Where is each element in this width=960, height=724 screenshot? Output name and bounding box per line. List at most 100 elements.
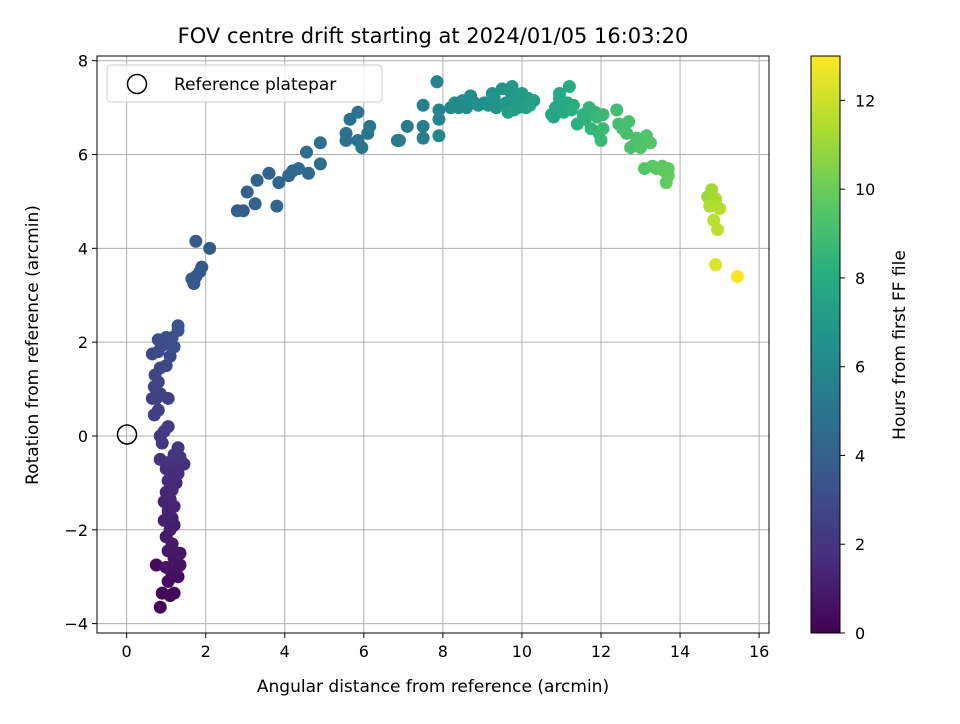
colorbar-tick-label: 8 xyxy=(855,269,865,288)
x-tick-label: 2 xyxy=(201,642,211,661)
data-point xyxy=(167,340,181,354)
colorbar-tick-label: 12 xyxy=(855,91,875,110)
colorbar: 0 2 4 6 8 10 12 Hours from first FF file xyxy=(810,55,910,643)
data-point xyxy=(709,258,723,272)
y-tick-label: −2 xyxy=(64,521,88,540)
colorbar-gradient xyxy=(810,55,841,634)
y-tick-label: 6 xyxy=(78,146,88,165)
data-point xyxy=(153,600,167,614)
x-tick-label: 6 xyxy=(359,642,369,661)
legend: Reference platepar xyxy=(106,64,383,103)
data-point xyxy=(173,546,187,560)
data-point xyxy=(552,87,566,101)
y-tick-label: 8 xyxy=(78,52,88,71)
data-point xyxy=(489,101,503,115)
x-tick-label: 0 xyxy=(122,642,132,661)
colorbar-tick-label: 10 xyxy=(855,180,875,199)
data-point xyxy=(416,119,430,133)
legend-box xyxy=(106,64,383,103)
data-point xyxy=(248,197,262,211)
data-point xyxy=(713,201,727,215)
data-point xyxy=(596,108,610,122)
data-point xyxy=(301,166,315,180)
data-point xyxy=(562,79,576,93)
data-point xyxy=(430,75,444,89)
y-tick-label: 0 xyxy=(78,427,88,446)
data-point xyxy=(270,199,284,213)
data-point xyxy=(596,122,610,136)
colorbar-tick-label: 2 xyxy=(855,535,865,554)
data-point xyxy=(659,176,673,190)
data-point xyxy=(240,185,254,199)
data-point xyxy=(171,319,185,333)
data-point xyxy=(272,176,286,190)
data-point xyxy=(313,157,327,171)
y-tick-label: 2 xyxy=(78,333,88,352)
data-point xyxy=(195,260,209,274)
data-point xyxy=(400,119,414,133)
colorbar-tick-label: 6 xyxy=(855,358,865,377)
data-point xyxy=(300,145,314,159)
data-point xyxy=(167,586,181,600)
data-point xyxy=(161,420,175,434)
x-tick-label: 16 xyxy=(749,642,769,661)
data-point xyxy=(292,162,306,176)
x-tick-label: 10 xyxy=(512,642,532,661)
data-point xyxy=(507,103,521,117)
data-point xyxy=(643,136,657,150)
data-point xyxy=(432,103,446,117)
data-point xyxy=(203,241,217,255)
data-point xyxy=(151,403,165,417)
data-point xyxy=(355,140,369,154)
data-point xyxy=(236,204,250,218)
reference-platepar-marker xyxy=(116,424,138,445)
y-axis-ticks: −4 −2 0 2 4 6 8 xyxy=(64,52,97,634)
legend-open-circle-marker xyxy=(126,73,148,95)
data-point xyxy=(262,166,276,180)
x-tick-label: 4 xyxy=(280,642,290,661)
data-point xyxy=(730,269,744,283)
legend-label: Reference platepar xyxy=(174,75,336,95)
x-tick-label: 8 xyxy=(438,642,448,661)
data-point xyxy=(250,173,264,187)
colorbar-ticks: 0 2 4 6 8 10 12 xyxy=(840,91,875,643)
colorbar-tick-label: 4 xyxy=(855,446,865,465)
data-point xyxy=(505,79,519,93)
data-point xyxy=(703,199,717,213)
data-point xyxy=(161,391,175,405)
data-point xyxy=(416,131,430,145)
data-point xyxy=(594,133,608,147)
data-point xyxy=(339,126,353,140)
x-tick-label: 12 xyxy=(591,642,611,661)
y-axis-label: Rotation from reference (arcmin) xyxy=(23,205,43,485)
y-tick-label: 4 xyxy=(78,239,88,258)
data-point xyxy=(189,234,203,248)
data-point xyxy=(620,126,634,140)
x-tick-label: 14 xyxy=(670,642,690,661)
data-point xyxy=(392,133,406,147)
colorbar-label: Hours from first FF file xyxy=(890,250,910,440)
data-point xyxy=(159,560,173,574)
plot-frame xyxy=(96,55,770,634)
y-tick-label: −4 xyxy=(64,615,88,634)
data-point xyxy=(185,272,199,286)
data-point xyxy=(171,441,185,455)
colorbar-tick-label: 0 xyxy=(855,624,865,643)
data-point xyxy=(149,558,163,572)
grid-lines xyxy=(97,56,769,633)
data-point xyxy=(432,112,446,126)
data-point xyxy=(432,129,446,143)
data-point xyxy=(523,98,537,112)
data-point xyxy=(351,105,365,119)
data-point xyxy=(153,452,167,466)
data-point xyxy=(622,115,636,129)
data-point xyxy=(610,103,624,117)
x-axis-ticks: 0 2 4 6 8 10 12 14 16 xyxy=(122,633,769,661)
data-point xyxy=(363,119,377,133)
data-point xyxy=(564,103,578,117)
data-point xyxy=(711,223,725,237)
data-points xyxy=(145,75,744,614)
chart-title: FOV centre drift starting at 2024/01/05 … xyxy=(178,24,689,48)
data-point xyxy=(313,136,327,150)
